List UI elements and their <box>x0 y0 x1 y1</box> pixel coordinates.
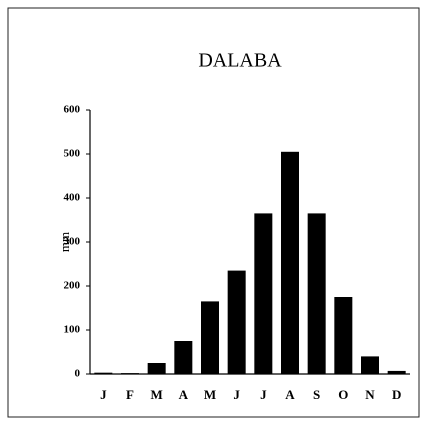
x-tick-label: M <box>151 387 163 402</box>
bar <box>201 301 219 374</box>
y-tick-label: 400 <box>64 192 81 204</box>
chart-title: DALABA <box>198 50 282 72</box>
bar <box>307 213 326 374</box>
frame <box>7 7 420 418</box>
y-tick-label: 600 <box>64 104 81 116</box>
x-tick-label: A <box>285 387 295 402</box>
bar <box>121 373 139 374</box>
y-tick-label: 300 <box>64 236 81 248</box>
bar <box>254 213 273 374</box>
x-tick-label: J <box>260 387 267 402</box>
x-tick-label: F <box>126 387 134 402</box>
y-axis-label: mm <box>57 232 72 252</box>
y-tick-label: 200 <box>64 280 81 292</box>
x-tick-label: A <box>179 387 189 402</box>
bar <box>147 363 166 374</box>
y-tick-label: 500 <box>64 148 81 160</box>
x-tick-label: M <box>204 387 216 402</box>
bar <box>334 297 353 374</box>
bar <box>361 356 379 374</box>
bar <box>174 341 193 374</box>
x-tick-label: D <box>392 387 401 402</box>
x-tick-label: N <box>365 387 375 402</box>
x-tick-label: O <box>338 387 348 402</box>
bar <box>281 151 299 374</box>
y-tick-label: 100 <box>64 324 81 336</box>
y-tick-label: 0 <box>75 368 81 380</box>
bar <box>94 372 113 374</box>
bar <box>227 270 246 374</box>
x-tick-label: J <box>233 387 240 402</box>
x-tick-label: J <box>100 387 107 402</box>
bar <box>387 370 406 374</box>
x-tick-label: S <box>313 387 320 402</box>
